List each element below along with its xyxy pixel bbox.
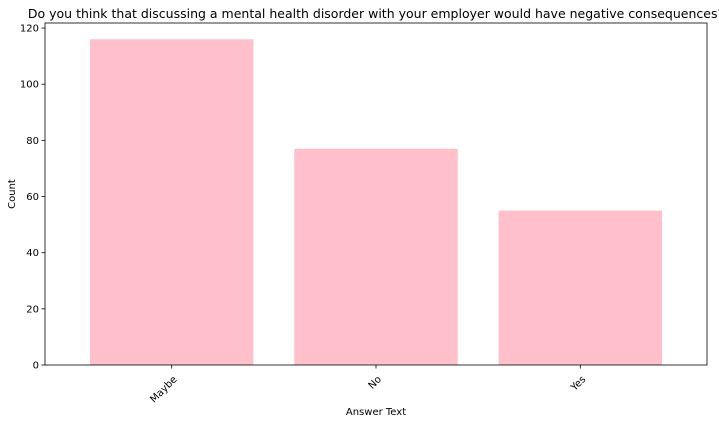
- y-tick-label: 120: [20, 24, 39, 35]
- y-tick-label: 20: [26, 304, 39, 315]
- x-tick-label: Yes: [568, 374, 588, 394]
- bar-no: [294, 148, 458, 365]
- x-tick-label: No: [367, 374, 384, 391]
- y-tick-label: 80: [26, 136, 39, 147]
- y-tick-label: 40: [26, 248, 39, 259]
- y-axis-label: Count: [7, 179, 18, 209]
- bar-maybe: [89, 39, 254, 366]
- y-tick-label: 100: [20, 80, 39, 91]
- y-tick-label: 60: [26, 192, 39, 203]
- chart-title: Do you think that discussing a mental he…: [28, 6, 719, 21]
- y-tick-label: 0: [33, 361, 39, 372]
- x-axis-label: Answer Text: [346, 407, 406, 418]
- x-tick-label: Maybe: [148, 374, 179, 405]
- bar-yes: [498, 210, 663, 365]
